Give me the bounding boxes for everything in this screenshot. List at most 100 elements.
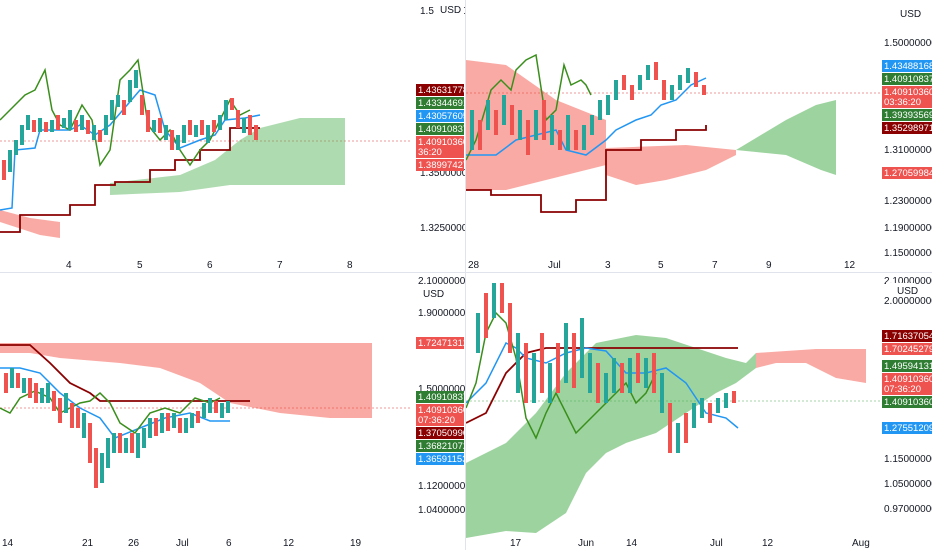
- price-axis[interactable]: USD 1.50000000 1.31000000 1.23000000 1.1…: [884, 6, 932, 259]
- chart-panel-top-right[interactable]: USD 1.50000000 1.31000000 1.23000000 1.1…: [466, 0, 932, 272]
- price-tag: 1.71637054: [884, 331, 932, 342]
- time-label: Jul: [710, 538, 723, 549]
- ichimoku-cloud-bull: [110, 118, 345, 195]
- chart-panel-bottom-left[interactable]: 2.10000000 USD 1.90000000 1.50000000 1.1…: [0, 273, 465, 550]
- price-tags: 1.43488168 1.40910837 1.40910360 03:36:2…: [882, 60, 932, 179]
- chart-panel-top-left[interactable]: 1.50000000 1.35000000 1.32500000 USD 1.4…: [0, 0, 465, 272]
- time-label: 5: [137, 260, 143, 271]
- price-tags: 1.71637054 1.70245279 1.49594131 1.40910…: [882, 330, 932, 434]
- price-axis[interactable]: 2.10000000 USD 1.90000000 1.50000000 1.1…: [418, 276, 465, 516]
- chart-svg-top-right: USD 1.50000000 1.31000000 1.23000000 1.1…: [466, 6, 932, 271]
- tenkan-line: [466, 77, 707, 156]
- time-label: 3: [605, 260, 611, 271]
- price-label: 1.05000000: [884, 479, 932, 490]
- chart-svg-bottom-right: 2.10000000 USD 2.00000000 1.15000000 1.0…: [466, 276, 932, 549]
- time-label: 12: [283, 538, 295, 549]
- ichimoku-cloud-bear: [606, 145, 736, 185]
- price-label: 1.15000000: [884, 248, 932, 259]
- price-tag: 1.36591153: [418, 454, 465, 465]
- ichimoku-cloud-bear: [756, 349, 866, 383]
- price-tag: 1.37050990: [418, 428, 465, 439]
- time-axis[interactable]: 28 Jul 3 5 7 9 12: [468, 260, 856, 271]
- price-tag: 1.72471312: [418, 338, 465, 349]
- panel-divider-vertical[interactable]: [465, 0, 466, 550]
- countdown-tag: 07:36:20: [418, 415, 455, 426]
- price-label: 1.15000000: [884, 454, 932, 465]
- countdown-tag: 07:36:20: [884, 384, 921, 395]
- time-label: 8: [347, 260, 353, 271]
- price-tag: 1.39393569: [884, 110, 932, 121]
- price-label: 1.35000000: [420, 168, 465, 179]
- chikou-line: [466, 311, 657, 440]
- time-label: 7: [277, 260, 283, 271]
- price-tag: 1.40910837: [418, 124, 465, 135]
- time-label: 26: [128, 538, 140, 549]
- chart-svg-top-left: 1.50000000 1.35000000 1.32500000 USD 1.4…: [0, 2, 465, 271]
- candles: [2, 70, 258, 180]
- price-label: 1.23000000: [884, 196, 932, 207]
- price-label: 1.50000000: [418, 384, 465, 395]
- kijun-line: [466, 125, 707, 213]
- chart-panel-bottom-right[interactable]: 2.10000000 USD 2.00000000 1.15000000 1.0…: [466, 273, 932, 550]
- price-tag: 1.27059984: [884, 168, 932, 179]
- price-tag: 1.40910837: [418, 392, 465, 403]
- time-label: 9: [766, 260, 772, 271]
- price-label: 1.19000000: [884, 223, 932, 234]
- currency-label: USD: [423, 289, 444, 300]
- price-tags: 1.43631778 1.43344691 1.43057605 1.40910…: [416, 84, 465, 171]
- time-label: 14: [626, 538, 638, 549]
- price-tag: 1.43631778: [418, 85, 465, 96]
- currency-label: USD: [900, 9, 921, 20]
- panel-divider-horizontal[interactable]: [0, 272, 932, 273]
- time-label: 12: [762, 538, 774, 549]
- price-tag: 1.35298971: [884, 123, 932, 134]
- time-label: 6: [207, 260, 213, 271]
- price-tag: 1.43057605: [418, 111, 465, 122]
- time-label: 6: [226, 538, 232, 549]
- price-tag: 1.49594131: [884, 361, 932, 372]
- price-label: 2.10000000: [884, 276, 932, 287]
- price-label: 2.10000000: [418, 276, 465, 287]
- time-axis[interactable]: 4 5 6 7 8: [66, 260, 353, 271]
- currency-label: USD: [897, 286, 918, 297]
- candles: [4, 368, 230, 488]
- time-label: Aug: [852, 538, 870, 549]
- time-label: 5: [658, 260, 664, 271]
- chart-svg-bottom-left: 2.10000000 USD 1.90000000 1.50000000 1.1…: [0, 276, 465, 549]
- kijun-line: [466, 347, 738, 424]
- price-label: 1.12000000: [418, 481, 465, 492]
- price-tag: 1.43488168: [884, 61, 932, 72]
- currency-label: USD: [440, 5, 461, 16]
- price-tag: 1.40910360: [418, 137, 465, 148]
- candles: [476, 283, 736, 453]
- time-axis[interactable]: 17 Jun 14 Jul 12 Aug: [510, 538, 870, 549]
- price-tag: 1.36821072: [418, 441, 465, 452]
- kijun-line: [0, 127, 260, 233]
- time-label: 4: [66, 260, 72, 271]
- price-label: 2.00000000: [884, 296, 932, 307]
- price-tag: 1.40910360: [884, 87, 932, 98]
- time-label: 7: [712, 260, 718, 271]
- price-tags: 1.72471312 1.40910837 1.40910360 07:36:2…: [416, 337, 465, 465]
- price-tag: 1.27551209: [884, 423, 932, 434]
- time-label: Jul: [176, 538, 189, 549]
- time-label: 21: [82, 538, 94, 549]
- candles: [470, 62, 706, 155]
- price-tag: 1.40910837: [884, 74, 932, 85]
- time-label: 14: [2, 538, 14, 549]
- price-tag: 1.40910360: [884, 397, 932, 408]
- price-axis[interactable]: 2.10000000 USD 2.00000000 1.15000000 1.0…: [884, 276, 932, 515]
- price-tag: 1.70245279: [884, 344, 932, 355]
- time-axis[interactable]: 14 21 26 Jul 6 12 19: [2, 538, 362, 549]
- chikou-line: [466, 53, 592, 161]
- time-label: 19: [350, 538, 362, 549]
- ichimoku-cloud-bull: [466, 335, 756, 538]
- price-label: 0.97000000: [884, 504, 932, 515]
- countdown-tag: 03:36:20: [884, 97, 921, 108]
- ichimoku-cloud-bear: [0, 210, 60, 238]
- price-tag: 1.38997427: [418, 160, 465, 171]
- price-axis[interactable]: 1.50000000 1.35000000 1.32500000 USD: [420, 2, 465, 234]
- time-label: 12: [844, 260, 856, 271]
- price-tag: 1.43344691: [418, 98, 465, 109]
- ichimoku-cloud-bull: [736, 100, 836, 175]
